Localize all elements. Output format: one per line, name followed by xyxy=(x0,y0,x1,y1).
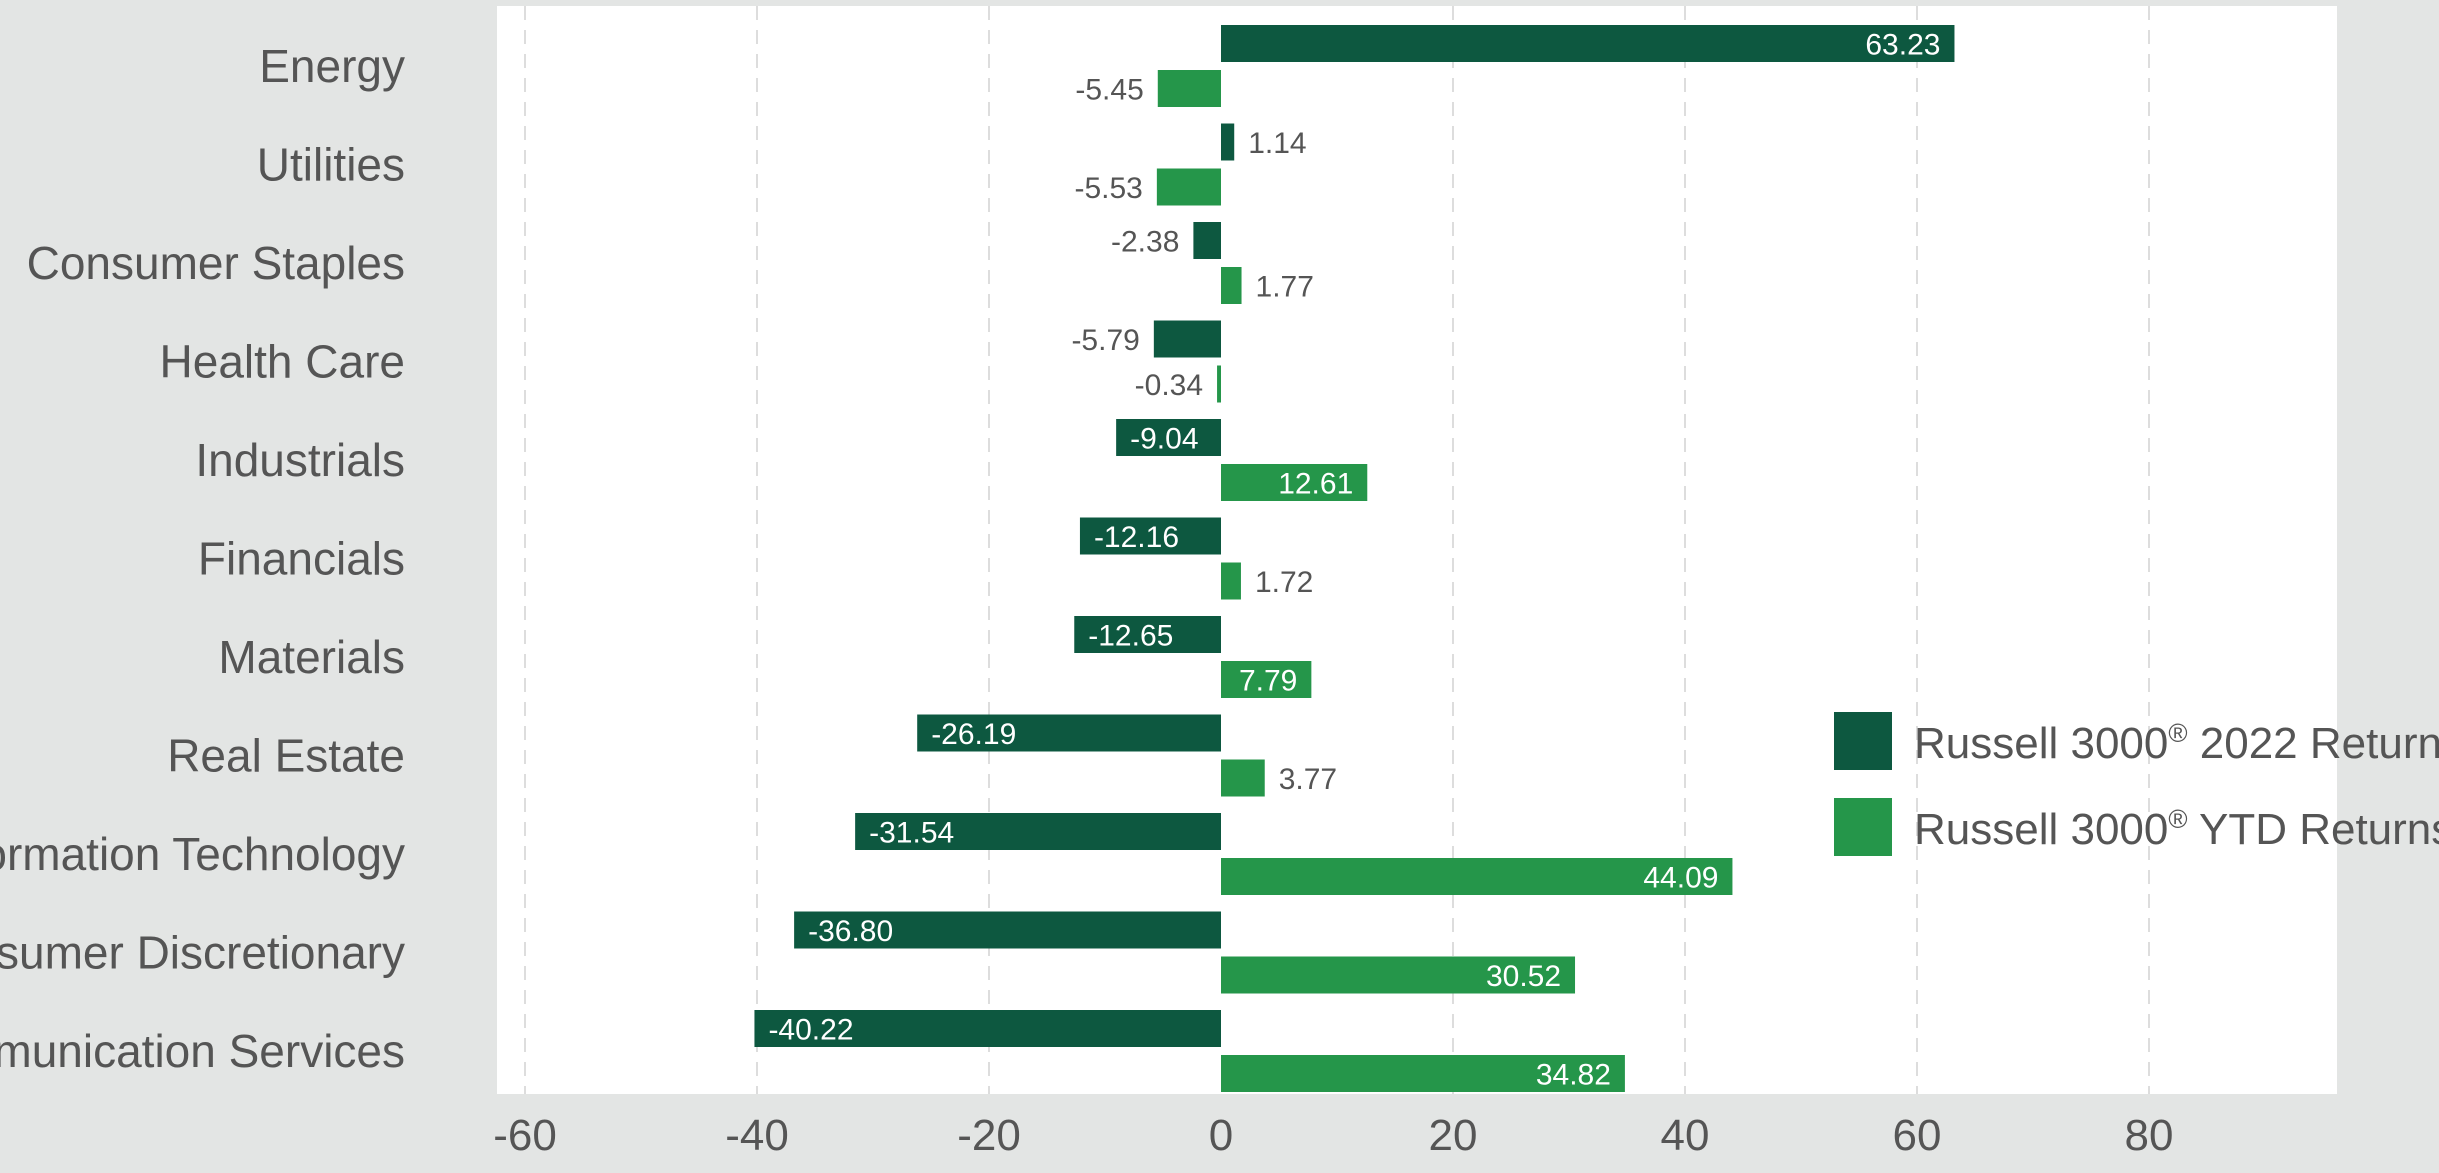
data-label: -26.19 xyxy=(931,718,1016,751)
legend-label-rest: YTD Returns xyxy=(2188,805,2439,854)
bar-ytd-health-care xyxy=(1217,365,1221,403)
x-tick-label: 60 xyxy=(1893,1111,1942,1160)
bar-2022-materials xyxy=(1074,616,1221,653)
x-axis-ticks: -60 -40 -20 0 20 40 60 80 xyxy=(493,1111,2173,1160)
data-label: 34.82 xyxy=(1536,1059,1611,1092)
grid-lines xyxy=(524,6,2150,1094)
data-label: 44.09 xyxy=(1643,862,1718,895)
data-label: 1.77 xyxy=(1256,271,1314,304)
bar-ytd-consumer-discretionary xyxy=(1221,956,1576,994)
bar-2022-consumer-discretionary xyxy=(794,911,1221,949)
bar-2022-consumer-staples xyxy=(1193,222,1221,259)
legend-label-mark: ® xyxy=(2168,804,2187,834)
data-label: 3.77 xyxy=(1279,763,1337,796)
category-label: Communication Services xyxy=(0,1025,405,1077)
data-label: 1.14 xyxy=(1248,127,1306,160)
legend-label-base: Russell 3000 xyxy=(1914,805,2168,854)
category-label: Real Estate xyxy=(167,730,405,782)
bar-2022-real-estate xyxy=(917,714,1221,752)
data-label: 63.23 xyxy=(1865,29,1940,62)
data-label: -5.79 xyxy=(1071,324,1139,357)
bar-2022-information-technology xyxy=(855,813,1221,850)
data-label: 7.79 xyxy=(1239,665,1297,698)
bar-ytd-energy xyxy=(1157,70,1221,107)
bar-2022-health-care xyxy=(1153,320,1221,358)
data-label: -2.38 xyxy=(1111,226,1179,259)
bar-2022-communication-services xyxy=(754,1010,1221,1047)
data-label: -12.16 xyxy=(1094,521,1179,554)
data-label: -5.45 xyxy=(1075,74,1143,107)
category-label: Consumer Staples xyxy=(27,237,405,289)
x-tick-label: -60 xyxy=(493,1111,557,1160)
x-tick-label: -20 xyxy=(957,1111,1021,1160)
data-label: -31.54 xyxy=(869,817,954,850)
category-label: Consumer Discretionary xyxy=(0,927,405,979)
data-label: -5.53 xyxy=(1074,172,1142,205)
bar-ytd-industrials xyxy=(1221,464,1368,501)
category-label: Information Technology xyxy=(0,828,405,880)
bar-ytd-real-estate xyxy=(1221,759,1265,797)
legend-swatch xyxy=(1834,798,1892,856)
legend-label-mark: ® xyxy=(2168,718,2187,748)
bar-ytd-financials xyxy=(1221,562,1241,600)
x-tick-label: 20 xyxy=(1429,1111,1478,1160)
data-label: 1.72 xyxy=(1255,566,1313,599)
legend-label-rest: 2022 Returns xyxy=(2188,719,2439,768)
legend-label: Russell 3000® YTD Returns xyxy=(1914,804,2439,854)
bar-2022-financials xyxy=(1079,517,1221,555)
bars: 63.23 -5.45 1.14 -5.53 -2.38 1.77 -5.79 -0.34 -9… xyxy=(754,25,1955,1092)
category-label: Materials xyxy=(218,631,405,683)
x-tick-label: 40 xyxy=(1661,1111,1710,1160)
data-label: 12.61 xyxy=(1278,468,1353,501)
data-label: -9.04 xyxy=(1130,423,1198,456)
bar-ytd-consumer-staples xyxy=(1221,267,1242,304)
category-label: Energy xyxy=(259,40,405,92)
x-tick-label: 0 xyxy=(1209,1111,1233,1160)
data-label: -0.34 xyxy=(1135,369,1203,402)
data-label: -36.80 xyxy=(808,915,893,948)
category-label: Health Care xyxy=(160,336,405,388)
legend-label: Russell 3000® 2022 Returns xyxy=(1914,718,2439,768)
plot-area xyxy=(497,6,2337,1094)
category-label: Utilities xyxy=(257,139,405,191)
bar-2022-utilities xyxy=(1221,123,1235,161)
bar-ytd-utilities xyxy=(1156,168,1221,206)
bar-2022-industrials xyxy=(1116,419,1221,456)
bar-2022-energy xyxy=(1221,25,1955,62)
x-tick-label: -40 xyxy=(725,1111,789,1160)
data-label: -12.65 xyxy=(1088,620,1173,653)
bar-ytd-information-technology xyxy=(1221,858,1733,895)
data-label: 30.52 xyxy=(1486,960,1561,993)
category-labels: Energy Utilities Consumer Staples Health Ca… xyxy=(0,40,405,1077)
legend-label-base: Russell 3000 xyxy=(1914,719,2168,768)
bar-ytd-materials xyxy=(1221,661,1312,698)
category-label: Industrials xyxy=(195,434,405,486)
bar-ytd-communication-services xyxy=(1221,1055,1625,1092)
data-label: -40.22 xyxy=(768,1014,853,1047)
legend-swatch xyxy=(1834,712,1892,770)
category-label: Financials xyxy=(198,533,405,585)
x-tick-label: 80 xyxy=(2125,1111,2174,1160)
